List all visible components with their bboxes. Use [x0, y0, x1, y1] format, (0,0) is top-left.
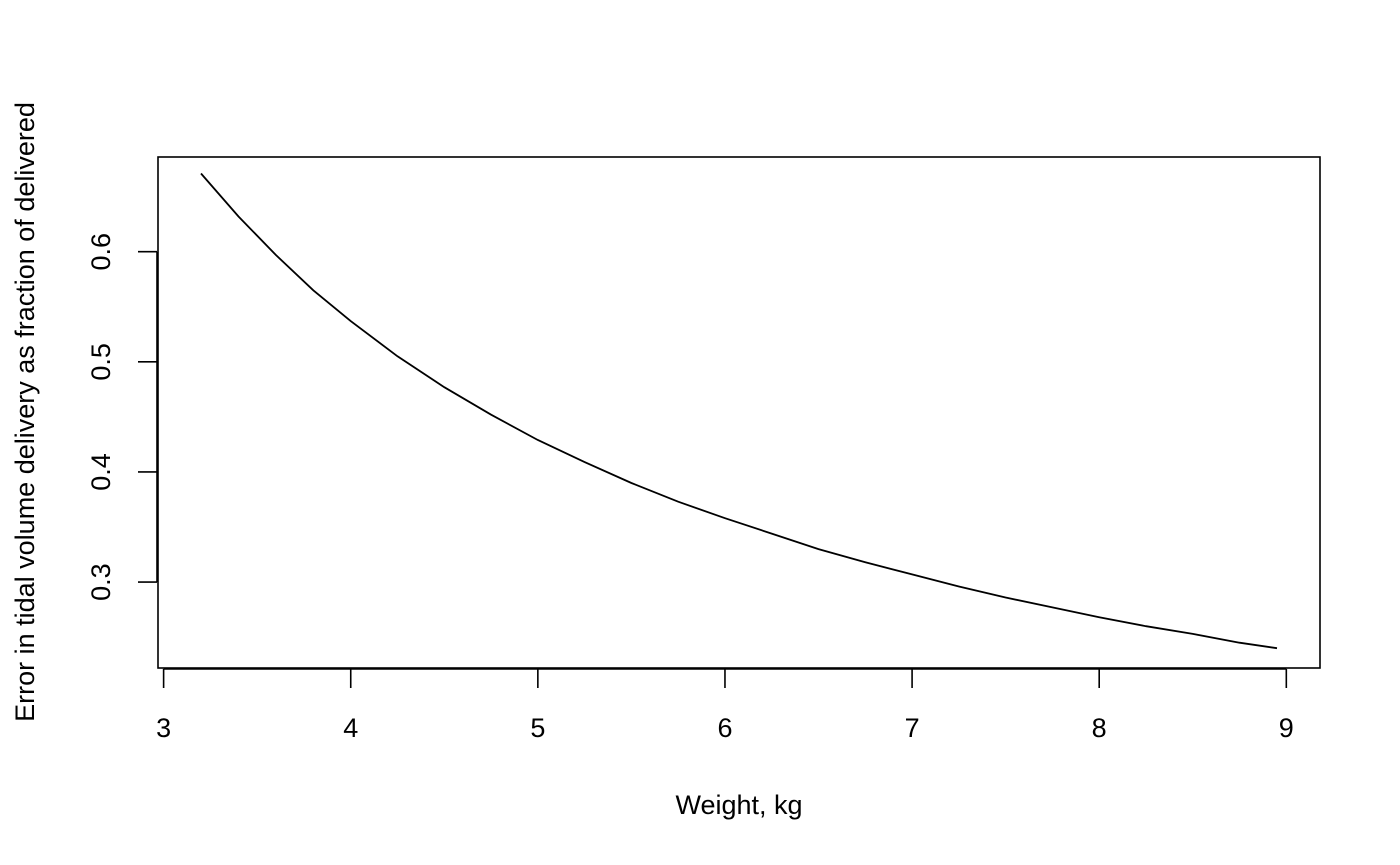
- x-tick-label: 5: [530, 713, 545, 743]
- x-tick-label: 4: [343, 713, 358, 743]
- y-axis: 0.3 0.4 0.5 0.6: [86, 233, 158, 601]
- x-tick-label: 3: [156, 713, 171, 743]
- series-line: [200, 172, 1278, 650]
- x-axis-title: Weight, kg: [675, 790, 802, 820]
- y-tick-label: 0.3: [86, 563, 116, 601]
- y-tick-label: 0.6: [86, 233, 116, 271]
- y-tick-label: 0.5: [86, 343, 116, 381]
- x-tick-label: 7: [905, 713, 920, 743]
- y-tick-label: 0.4: [86, 453, 116, 491]
- x-tick-label: 9: [1279, 713, 1294, 743]
- x-tick-label: 8: [1092, 713, 1107, 743]
- y-axis-title: Error in tidal volume delivery as fracti…: [10, 102, 40, 722]
- plot-box: [157, 156, 1321, 669]
- x-axis: 3 4 5 6 7 8 9: [156, 668, 1294, 743]
- x-tick-label: 6: [717, 713, 732, 743]
